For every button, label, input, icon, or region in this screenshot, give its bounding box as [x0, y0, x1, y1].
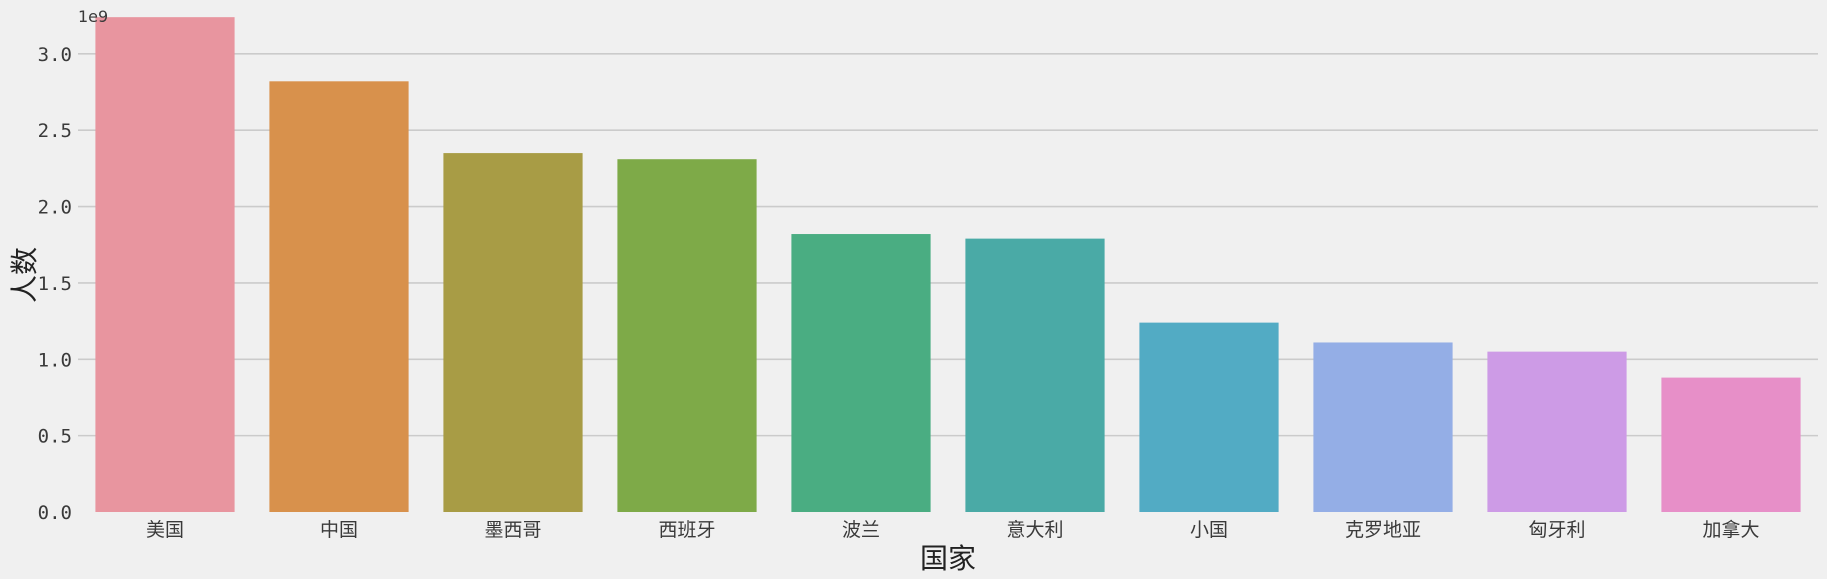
x-tick-labels: 美国 中国 墨西哥 西班牙 波兰 意大利 小国 克罗地亚 匈牙利 加拿大: [146, 518, 1760, 541]
x-tick-label: 克罗地亚: [1345, 519, 1421, 541]
bar: [443, 153, 583, 512]
y-tick-label: 1.0: [38, 349, 72, 371]
y-tick-label: 3.0: [38, 44, 72, 66]
x-tick-label: 小国: [1190, 519, 1228, 541]
x-axis-title: 国家: [920, 542, 976, 575]
x-tick-label: 匈牙利: [1528, 519, 1585, 541]
x-tick-label: 中国: [320, 519, 358, 541]
bar: [95, 17, 235, 513]
bar: [269, 81, 409, 513]
bars: [95, 17, 1801, 513]
bar: [1313, 342, 1453, 512]
bar: [617, 159, 757, 512]
bar: [1487, 351, 1627, 512]
x-tick-label: 墨西哥: [484, 519, 541, 541]
y-axis-title: 人数: [8, 247, 41, 303]
y-tick-label: 2.5: [38, 120, 72, 142]
bar: [791, 234, 931, 512]
y-tick-label: 1.5: [38, 273, 72, 295]
bar: [1139, 322, 1279, 512]
bar: [1661, 377, 1801, 512]
y-tick-label: 0.0: [38, 502, 72, 524]
x-tick-label: 西班牙: [658, 519, 715, 541]
x-tick-label: 加拿大: [1702, 518, 1759, 541]
y-tick-label: 0.5: [38, 426, 72, 448]
bar: [965, 238, 1105, 513]
y-axis-offset-label: 1e9: [78, 7, 108, 26]
y-tick-labels: 0.0 0.5 1.0 1.5 2.0 2.5 3.0: [38, 44, 72, 524]
y-tick-label: 2.0: [38, 197, 72, 219]
x-tick-label: 意大利: [1006, 519, 1063, 541]
x-tick-label: 美国: [146, 519, 184, 541]
x-tick-label: 波兰: [842, 519, 880, 541]
